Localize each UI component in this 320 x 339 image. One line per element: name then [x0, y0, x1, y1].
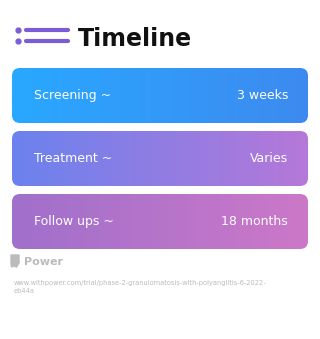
Text: Screening ~: Screening ~ — [34, 89, 111, 102]
Text: Power: Power — [24, 257, 63, 267]
Text: 3 weeks: 3 weeks — [236, 89, 288, 102]
Text: eb44a: eb44a — [14, 288, 35, 294]
Text: ▶: ▶ — [14, 258, 20, 266]
Text: Varies: Varies — [250, 152, 288, 165]
Polygon shape — [11, 255, 19, 267]
Text: www.withpower.com/trial/phase-2-granulomatosis-with-polyangiitis-6-2022-: www.withpower.com/trial/phase-2-granulom… — [14, 280, 267, 286]
Text: Follow ups ~: Follow ups ~ — [34, 215, 114, 228]
Text: 18 months: 18 months — [221, 215, 288, 228]
Text: Treatment ~: Treatment ~ — [34, 152, 112, 165]
Text: Timeline: Timeline — [78, 27, 192, 51]
